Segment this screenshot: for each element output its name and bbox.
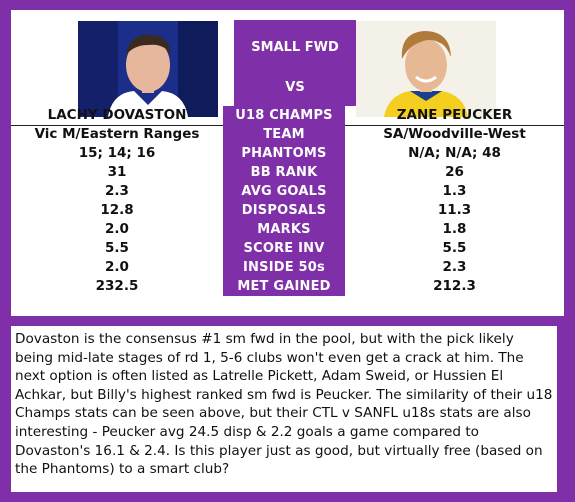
row-label: SCORE INV <box>223 239 345 258</box>
row-label: AVG GOALS <box>223 182 345 201</box>
right-value: SA/Woodville-West <box>383 126 526 142</box>
left-value: Vic M/Eastern Ranges <box>34 126 200 142</box>
left-value: 2.3 <box>105 183 129 199</box>
row-label: BB RANK <box>223 163 345 182</box>
row-label: U18 CHAMPS <box>223 106 345 126</box>
row-label: TEAM <box>223 125 345 144</box>
table-row: 12.8 DISPOSALS 11.3 <box>11 201 564 220</box>
position-label: SMALL FWD <box>251 40 339 55</box>
matchup-header: SMALL FWD VS <box>234 20 356 106</box>
row-label: MET GAINED <box>223 277 345 296</box>
left-value: 232.5 <box>95 278 139 294</box>
right-player-name: ZANE PEUCKER <box>345 106 564 126</box>
right-value: N/A; N/A; 48 <box>408 145 501 161</box>
row-label: MARKS <box>223 220 345 239</box>
right-value: 2.3 <box>442 259 467 275</box>
left-value: 2.0 <box>105 221 129 237</box>
vs-label: VS <box>285 80 305 95</box>
right-value: 11.3 <box>437 202 472 218</box>
stats-table: LACHY DOVASTON U18 CHAMPS ZANE PEUCKER V… <box>11 106 564 296</box>
comparison-panel: SMALL FWD VS LACHY DOVASTON U18 CHAMPS Z… <box>11 10 564 316</box>
row-label: DISPOSALS <box>223 201 345 220</box>
right-value: 212.3 <box>433 278 476 294</box>
right-value: 5.5 <box>442 240 467 256</box>
table-row: 2.3 AVG GOALS 1.3 <box>11 182 564 201</box>
row-label: PHANTOMS <box>223 144 345 163</box>
left-value: 31 <box>107 164 127 180</box>
commentary-text: Dovaston is the consensus #1 sm fwd in t… <box>11 326 557 492</box>
row-label: INSIDE 50s <box>223 258 345 277</box>
table-row: 31 BB RANK 26 <box>11 163 564 182</box>
table-row: 2.0 MARKS 1.8 <box>11 220 564 239</box>
right-value: 1.3 <box>442 183 467 199</box>
table-row: 5.5 SCORE INV 5.5 <box>11 239 564 258</box>
table-row: 15; 14; 16 PHANTOMS N/A; N/A; 48 <box>11 144 564 163</box>
table-row: LACHY DOVASTON U18 CHAMPS ZANE PEUCKER <box>11 106 564 126</box>
left-value: 2.0 <box>105 259 129 275</box>
player-photo-dovaston-image <box>78 21 218 117</box>
table-row: 2.0 INSIDE 50s 2.3 <box>11 258 564 277</box>
right-value: 26 <box>445 164 464 180</box>
player-photo-peucker-image <box>356 21 496 117</box>
left-value: 5.5 <box>105 240 129 256</box>
left-value: 12.8 <box>100 202 134 218</box>
right-value: 1.8 <box>442 221 467 237</box>
left-value: 15; 14; 16 <box>78 145 156 161</box>
table-row: 232.5 MET GAINED 212.3 <box>11 277 564 296</box>
player-photo-peucker <box>356 21 496 117</box>
table-row: Vic M/Eastern Ranges TEAM SA/Woodville-W… <box>11 125 564 144</box>
left-player-name: LACHY DOVASTON <box>11 106 223 126</box>
player-photo-dovaston <box>78 21 218 117</box>
